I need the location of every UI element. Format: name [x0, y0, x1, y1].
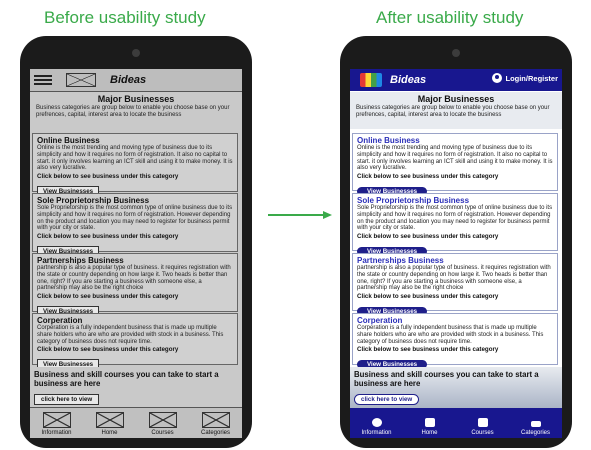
intro-text: Business categories are group below to e…: [356, 105, 550, 118]
category-title: Sole Proprietorship Business: [357, 196, 470, 205]
intro-title: Major Businesses: [417, 94, 495, 104]
view-businesses-button[interactable]: View Businesses: [357, 360, 428, 370]
intro-section: Major Businesses Business categories are…: [350, 92, 562, 129]
nav-label: Categories: [520, 430, 550, 436]
category-see-text: Click below to see business under this c…: [357, 346, 499, 354]
nav-label: Courses: [471, 430, 494, 436]
intro-text: Business categories are group below to e…: [36, 105, 230, 118]
nav-label: Courses: [151, 430, 174, 436]
category-title: Sole Proprietorship Business: [37, 196, 150, 205]
promo-text: Business and skill courses you can take …: [354, 370, 539, 388]
nav-item-information[interactable]: Information: [30, 408, 83, 438]
phone-camera: [452, 49, 460, 57]
category-text: Sole Proprietorship is the most common t…: [37, 205, 233, 232]
courses-promo: Business and skill courses you can take …: [350, 367, 562, 408]
before-bottom-nav: Information Home Courses Categories: [30, 407, 242, 438]
after-screen: Bideas Login/Register Major Businesses B…: [350, 69, 562, 438]
promo-text: Business and skill courses you can take …: [34, 370, 219, 388]
categories-icon: [201, 412, 230, 428]
category-card-online: Online Business Online is the most trend…: [352, 133, 558, 197]
nav-label: Categories: [200, 430, 230, 436]
intro-section: Major Businesses Business categories are…: [30, 92, 242, 129]
nav-item-home[interactable]: Home: [403, 408, 456, 438]
category-text: Sole Proprietorship is the most common t…: [357, 205, 553, 232]
nav-item-categories[interactable]: Categories: [509, 408, 562, 438]
category-card-online: Online Business Online is the most trend…: [32, 133, 238, 198]
categories-icon: [530, 421, 541, 427]
after-bottom-nav: Information Home Courses Categories: [350, 408, 562, 438]
category-title: Online Business: [37, 136, 100, 145]
home-icon: [95, 412, 124, 428]
category-card-partnerships: Partnerships Business partnership is als…: [32, 253, 238, 318]
nav-label: Information: [41, 430, 72, 436]
courses-icon: [477, 418, 488, 427]
category-text: partnership is also a popular type of bu…: [37, 265, 231, 292]
view-businesses-button[interactable]: View Businesses: [357, 247, 428, 257]
after-heading: After usability study: [376, 8, 524, 27]
category-see-text: Click below to see business under this c…: [37, 233, 179, 241]
category-text: partnership is also a popular type of bu…: [357, 265, 551, 292]
category-title: Online Business: [357, 136, 420, 145]
before-top-bar: Bideas: [30, 69, 242, 92]
category-see-text: Click below to see business under this c…: [37, 293, 179, 301]
home-icon: [424, 418, 435, 427]
after-top-bar: Bideas Login/Register: [350, 69, 562, 91]
category-card-sole-proprietorship: Sole Proprietorship Business Sole Propri…: [352, 193, 558, 257]
category-see-text: Click below to see business under this c…: [357, 293, 499, 301]
category-see-text: Click below to see business under this c…: [357, 233, 499, 241]
category-text: Online is the most trending and moving t…: [37, 145, 233, 172]
before-heading: Before usability study: [44, 8, 206, 27]
login-register-button[interactable]: Login/Register: [492, 73, 558, 83]
category-card-partnerships: Partnerships Business partnership is als…: [352, 253, 558, 317]
courses-icon: [148, 412, 177, 428]
view-businesses-button[interactable]: View Businesses: [357, 187, 428, 197]
bideas-logo-icon: [360, 73, 382, 87]
view-businesses-button[interactable]: View Businesses: [357, 307, 428, 317]
brand-name: Bideas: [110, 74, 147, 86]
nav-item-courses[interactable]: Courses: [136, 408, 189, 438]
category-see-text: Click below to see business under this c…: [357, 173, 499, 181]
info-icon: [42, 412, 71, 428]
nav-item-courses[interactable]: Courses: [456, 408, 509, 438]
category-see-text: Click below to see business under this c…: [37, 346, 179, 354]
nav-item-categories[interactable]: Categories: [189, 408, 242, 438]
after-phone: Bideas Login/Register Major Businesses B…: [340, 36, 572, 448]
category-title: Corperation: [37, 316, 83, 325]
category-title: Partnerships Business: [37, 256, 124, 265]
brand-name: Bideas: [390, 74, 427, 86]
info-icon: [371, 418, 382, 427]
hamburger-menu-icon[interactable]: [34, 75, 52, 85]
nav-label: Home: [421, 430, 438, 436]
nav-item-information[interactable]: Information: [350, 408, 403, 438]
courses-promo: Business and skill courses you can take …: [30, 367, 242, 405]
user-icon: [492, 73, 503, 83]
nav-label: Home: [101, 430, 118, 436]
phone-camera: [132, 49, 140, 57]
category-title: Corperation: [357, 316, 403, 325]
nav-item-home[interactable]: Home: [83, 408, 136, 438]
click-here-to-view-button[interactable]: click here to view: [34, 394, 100, 405]
category-text: Corperation is a fully independent busin…: [37, 325, 224, 345]
category-text: Online is the most trending and moving t…: [357, 145, 553, 172]
category-card-corperation: Corperation Corperation is a fully indep…: [32, 313, 238, 371]
transition-arrow-icon: [268, 211, 332, 219]
category-card-sole-proprietorship: Sole Proprietorship Business Sole Propri…: [32, 193, 238, 258]
logo-placeholder-icon: [66, 73, 96, 87]
before-screen: Bideas Major Businesses Business categor…: [30, 69, 242, 438]
nav-label: Information: [361, 430, 392, 436]
intro-title: Major Businesses: [97, 94, 175, 104]
category-card-corperation: Corperation Corperation is a fully indep…: [352, 313, 558, 370]
click-here-to-view-button[interactable]: click here to view: [354, 394, 420, 405]
category-see-text: Click below to see business under this c…: [37, 173, 179, 181]
category-text: Corperation is a fully independent busin…: [357, 325, 544, 345]
before-phone: Bideas Major Businesses Business categor…: [20, 36, 252, 448]
category-title: Partnerships Business: [357, 256, 444, 265]
login-label: Login/Register: [505, 73, 558, 83]
